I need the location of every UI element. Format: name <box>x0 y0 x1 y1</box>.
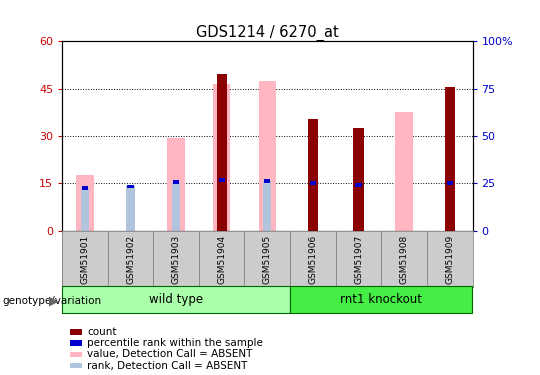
Bar <box>290 286 472 313</box>
Bar <box>82 186 88 190</box>
Bar <box>167 138 185 231</box>
Bar <box>126 186 134 231</box>
Text: GSM51905: GSM51905 <box>263 235 272 284</box>
Bar <box>395 112 413 231</box>
Text: GSM51906: GSM51906 <box>308 235 318 284</box>
Text: GSM51904: GSM51904 <box>217 235 226 284</box>
Bar <box>308 118 318 231</box>
Bar <box>172 182 180 231</box>
Bar <box>263 181 272 231</box>
Bar <box>259 81 276 231</box>
Text: percentile rank within the sample: percentile rank within the sample <box>87 338 263 348</box>
Bar <box>264 179 271 183</box>
Text: GSM51908: GSM51908 <box>400 235 409 284</box>
Bar <box>444 87 455 231</box>
Text: GSM51909: GSM51909 <box>445 235 454 284</box>
Text: GSM51903: GSM51903 <box>172 235 180 284</box>
Text: wild type: wild type <box>149 293 203 306</box>
Text: GSM51901: GSM51901 <box>80 235 90 284</box>
Text: GSM51907: GSM51907 <box>354 235 363 284</box>
Bar <box>447 181 453 184</box>
Text: ▶: ▶ <box>49 294 58 307</box>
Bar <box>173 180 179 184</box>
Text: value, Detection Call = ABSENT: value, Detection Call = ABSENT <box>87 350 252 359</box>
Bar <box>355 183 362 187</box>
Bar <box>127 184 134 188</box>
Text: rank, Detection Call = ABSENT: rank, Detection Call = ABSENT <box>87 361 247 370</box>
Bar <box>76 176 93 231</box>
Bar <box>354 128 363 231</box>
Bar <box>217 74 227 231</box>
Text: rnt1 knockout: rnt1 knockout <box>340 293 422 306</box>
Bar <box>213 84 231 231</box>
Bar <box>219 178 225 182</box>
Text: count: count <box>87 327 117 337</box>
Text: GDS1214 / 6270_at: GDS1214 / 6270_at <box>196 24 339 40</box>
Bar <box>310 182 316 185</box>
Text: genotype/variation: genotype/variation <box>3 296 102 306</box>
Bar <box>62 286 290 313</box>
Bar <box>81 188 89 231</box>
Text: GSM51902: GSM51902 <box>126 235 135 284</box>
